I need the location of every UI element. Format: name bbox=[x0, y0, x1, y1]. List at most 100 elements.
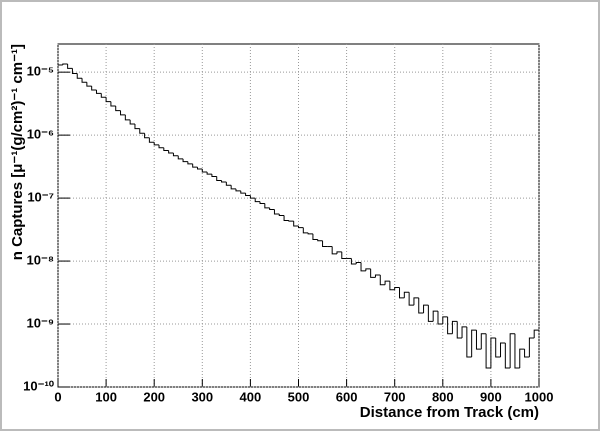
histogram-bin bbox=[293, 221, 299, 227]
x-tick-label: 300 bbox=[191, 389, 213, 404]
histogram-bin bbox=[288, 220, 294, 222]
histogram-bin bbox=[475, 330, 482, 350]
histogram-bin bbox=[120, 110, 126, 116]
histogram-bin bbox=[110, 101, 116, 107]
histogram-bin bbox=[177, 155, 184, 160]
histogram-bin bbox=[370, 268, 376, 278]
histogram-bin bbox=[240, 190, 246, 194]
histogram-bin bbox=[389, 281, 395, 291]
histogram-bin bbox=[447, 316, 453, 335]
histogram-bin bbox=[168, 150, 174, 154]
histogram-bin bbox=[461, 326, 467, 339]
histogram-bin bbox=[124, 114, 131, 121]
histogram-bin bbox=[95, 90, 102, 94]
histogram-bin bbox=[273, 209, 280, 215]
histogram-bin bbox=[418, 297, 424, 314]
histogram-bin bbox=[355, 261, 362, 264]
histogram-bin bbox=[317, 239, 323, 242]
histogram-bin bbox=[322, 240, 328, 248]
histogram-bin bbox=[62, 63, 68, 65]
x-tick-label: 1000 bbox=[525, 389, 554, 404]
histogram-bin bbox=[269, 207, 275, 210]
y-tick-label: 10⁻⁷ bbox=[27, 190, 54, 205]
histogram-bin bbox=[451, 320, 458, 334]
y-tick-label: 10⁻⁵ bbox=[27, 64, 54, 79]
histogram-bin bbox=[196, 167, 203, 170]
x-axis-label: Distance from Track (cm) bbox=[360, 404, 539, 421]
histogram-bin bbox=[134, 124, 140, 130]
histogram-bin bbox=[423, 304, 429, 313]
histogram-bin bbox=[528, 337, 535, 357]
x-tick-label: 200 bbox=[143, 389, 165, 404]
histogram-bin bbox=[144, 133, 150, 139]
histogram-bin bbox=[187, 161, 193, 165]
x-tick-label: 800 bbox=[432, 389, 454, 404]
histogram-bin bbox=[158, 144, 164, 149]
histogram-bin bbox=[504, 342, 511, 369]
histogram-bin bbox=[91, 86, 97, 91]
histogram-bin bbox=[67, 63, 73, 69]
y-tick-label: 10⁻⁸ bbox=[27, 253, 54, 268]
histogram-bin bbox=[216, 176, 222, 182]
histogram-bin bbox=[384, 280, 390, 285]
histogram-bin bbox=[471, 329, 477, 357]
x-tick-label: 700 bbox=[384, 389, 406, 404]
histogram-bin bbox=[490, 337, 496, 369]
histogram-bin bbox=[350, 258, 357, 265]
histogram-bin bbox=[500, 342, 506, 357]
histogram-bin bbox=[485, 333, 491, 369]
histogram-bin bbox=[399, 287, 405, 299]
histogram-bin bbox=[379, 275, 386, 286]
histogram-bin bbox=[115, 106, 121, 112]
histogram-bin bbox=[225, 182, 232, 186]
x-tick-label: 500 bbox=[288, 389, 310, 404]
histogram-bin bbox=[129, 119, 135, 125]
histogram-bin bbox=[365, 268, 371, 271]
histogram-bin bbox=[105, 97, 111, 103]
histogram-bin bbox=[264, 203, 270, 209]
x-tick-label: 0 bbox=[54, 389, 61, 404]
histogram-bin bbox=[403, 291, 410, 298]
histogram-bin bbox=[466, 326, 472, 358]
histogram-bin bbox=[182, 158, 188, 163]
x-tick-label: 900 bbox=[480, 389, 502, 404]
histogram-bin bbox=[221, 180, 227, 183]
histogram-bin bbox=[230, 185, 236, 190]
histogram-bin bbox=[254, 198, 261, 203]
histogram-bin bbox=[259, 201, 265, 205]
histogram-bin bbox=[249, 195, 256, 199]
histogram-bin bbox=[307, 232, 313, 235]
histogram-bin bbox=[374, 274, 381, 278]
histogram-bin bbox=[76, 73, 83, 79]
histogram-bin bbox=[312, 233, 318, 241]
histogram-bin bbox=[442, 316, 448, 325]
histogram-bin bbox=[519, 348, 525, 369]
histogram-bin bbox=[71, 68, 78, 75]
histogram-bin bbox=[456, 321, 463, 339]
histogram-bin bbox=[427, 305, 434, 322]
y-tick-label: 10⁻⁹ bbox=[27, 315, 55, 330]
y-axis-label: n Captures [μ⁻¹(g/cm²)⁻¹ cm⁻¹] bbox=[9, 44, 26, 260]
histogram-bin bbox=[192, 163, 198, 168]
histogram-bin bbox=[163, 147, 169, 151]
histogram-bin bbox=[298, 226, 304, 229]
histogram-bin bbox=[413, 297, 419, 306]
histogram-bin bbox=[408, 292, 414, 306]
histogram-bin bbox=[480, 333, 487, 350]
y-tick-label: 10⁻⁶ bbox=[27, 127, 54, 142]
histogram-bin bbox=[336, 251, 342, 254]
histogram-bin bbox=[394, 287, 400, 290]
histogram-bin bbox=[245, 193, 251, 196]
histogram-bin bbox=[495, 338, 501, 358]
histogram-bin bbox=[341, 251, 347, 259]
histogram-bin bbox=[533, 329, 539, 339]
x-tick-label: 400 bbox=[240, 389, 262, 404]
histogram-bin bbox=[206, 171, 212, 175]
histogram-bin bbox=[148, 137, 155, 143]
histogram-bin bbox=[331, 246, 337, 255]
histogram-bin bbox=[509, 333, 515, 369]
histogram-bin bbox=[86, 82, 92, 87]
histogram-bin bbox=[514, 333, 520, 369]
histogram-bin bbox=[139, 128, 145, 134]
